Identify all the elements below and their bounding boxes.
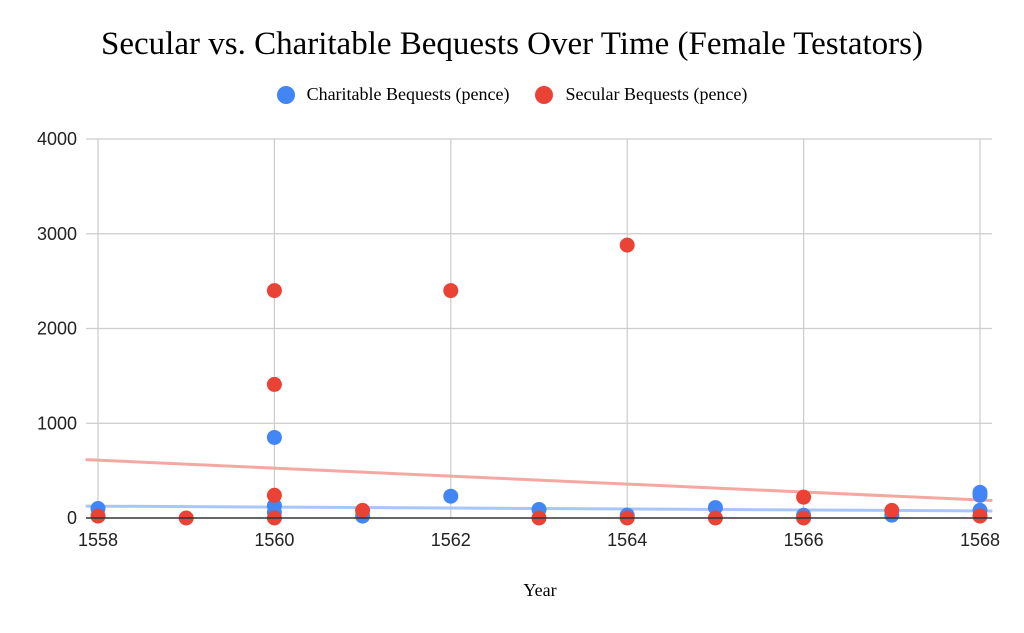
x-tick-label: 1562	[431, 530, 471, 550]
data-points	[90, 237, 988, 526]
x-tick-label: 1568	[960, 530, 1000, 550]
x-axis-label: Year	[523, 580, 557, 600]
charitable-point[interactable]	[972, 487, 988, 503]
legend-marker-charitable	[276, 85, 295, 104]
charitable-point[interactable]	[707, 500, 723, 516]
y-tick-label: 3000	[37, 224, 77, 244]
x-axis-ticks: 1558 1560 1562 1564 1566 1568	[78, 530, 1000, 550]
secular-point[interactable]	[266, 487, 282, 503]
secular-point[interactable]	[266, 376, 282, 392]
legend-item-charitable[interactable]: Charitable Bequests (pence)	[276, 84, 510, 105]
chart-legend: Charitable Bequests (pence) Secular Bequ…	[0, 84, 1024, 105]
charitable-point[interactable]	[443, 488, 459, 504]
x-tick-label: 1564	[607, 530, 647, 550]
secular-point[interactable]	[90, 508, 106, 524]
secular-point[interactable]	[443, 283, 459, 299]
y-tick-label: 2000	[37, 319, 77, 339]
secular-point[interactable]	[355, 502, 371, 518]
y-tick-label: 0	[67, 508, 77, 528]
trendline-secular	[85, 458, 993, 503]
x-tick-label: 1560	[254, 530, 294, 550]
chart-title: Secular vs. Charitable Bequests Over Tim…	[101, 26, 923, 62]
x-tick-label: 1566	[784, 530, 824, 550]
legend-label-secular: Secular Bequests (pence)	[565, 84, 748, 104]
secular-point[interactable]	[884, 502, 900, 518]
x-tick-label: 1558	[78, 530, 118, 550]
y-axis-ticks: 0 1000 2000 3000 4000	[37, 129, 77, 528]
secular-point[interactable]	[972, 508, 988, 524]
secular-point[interactable]	[796, 489, 812, 505]
y-tick-label: 4000	[37, 129, 77, 149]
secular-point[interactable]	[619, 237, 635, 253]
legend-marker-secular	[535, 85, 554, 104]
y-tick-label: 1000	[37, 413, 77, 433]
legend-label-charitable: Charitable Bequests (pence)	[306, 84, 510, 104]
charitable-point[interactable]	[266, 429, 282, 445]
legend-item-secular[interactable]: Secular Bequests (pence)	[535, 84, 747, 105]
secular-point[interactable]	[266, 283, 282, 299]
grid-lines	[86, 138, 992, 518]
